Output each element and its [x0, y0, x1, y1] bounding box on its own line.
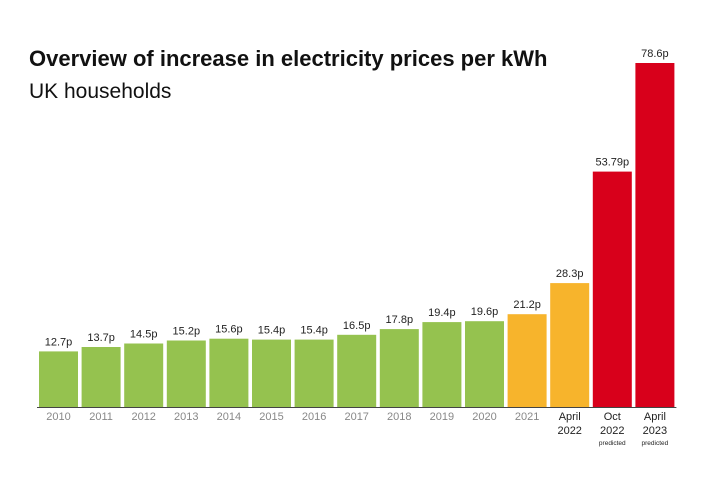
bar-2 [124, 343, 164, 407]
bar-8 [379, 329, 419, 407]
bars-group [39, 63, 675, 407]
chart-title: Overview of increase in electricity pric… [29, 46, 548, 71]
x-tick-label-13-0: Oct [604, 411, 621, 423]
value-label-5: 15.4p [258, 325, 286, 337]
value-label-7: 16.5p [343, 320, 371, 332]
x-tick-labels-group: 2010 2011 2012 2013 2014 2015 2016 2017 2018 2019… [46, 411, 668, 447]
x-tick-label-14-1: 2023 [643, 425, 667, 437]
x-tick-label-7-0: 2017 [344, 411, 368, 423]
x-tick-label-2-0: 2012 [131, 411, 155, 423]
bar-6 [294, 339, 334, 407]
x-tick-note-13: predicted [599, 440, 626, 447]
x-tick-label-12-1: 2022 [557, 425, 581, 437]
value-label-11: 21.2p [513, 299, 541, 311]
bar-7 [337, 334, 377, 407]
x-tick-label-10-0: 2020 [472, 411, 496, 423]
bar-12 [550, 283, 590, 407]
x-tick-label-12-0: April [559, 411, 581, 423]
x-tick-label-6-0: 2016 [302, 411, 326, 423]
bar-4 [209, 338, 249, 407]
bar-11 [507, 314, 547, 407]
value-labels-group: 12.7p 13.7p 14.5p 15.2p 15.6p 15.4p 15.4p 16.5p… [45, 48, 669, 348]
value-label-14: 78.6p [641, 48, 669, 60]
x-tick-label-14-0: April [644, 411, 666, 423]
x-tick-label-5-0: 2015 [259, 411, 283, 423]
chart-subtitle: UK households [29, 80, 172, 103]
bar-13 [592, 171, 632, 407]
bar-3 [166, 340, 206, 407]
bar-5 [252, 339, 291, 407]
x-tick-label-8-0: 2018 [387, 411, 411, 423]
value-label-3: 15.2p [173, 326, 201, 338]
bar-0 [39, 351, 78, 407]
value-label-8: 17.8p [386, 314, 414, 326]
bar-14 [635, 63, 675, 407]
value-label-1: 13.7p [87, 332, 115, 344]
x-tick-label-1-0: 2011 [89, 411, 113, 423]
bar-10 [465, 321, 504, 407]
x-tick-label-4-0: 2014 [217, 411, 241, 423]
x-tick-label-9-0: 2019 [430, 411, 454, 423]
value-label-2: 14.5p [130, 329, 158, 341]
value-label-10: 19.6p [471, 306, 499, 318]
bar-1 [81, 347, 121, 407]
x-tick-label-0-0: 2010 [46, 411, 70, 423]
bar-9 [422, 322, 462, 407]
value-label-9: 19.4p [428, 307, 456, 319]
value-label-13: 53.79p [595, 157, 629, 169]
x-tick-label-3-0: 2013 [174, 411, 198, 423]
value-label-12: 28.3p [556, 268, 584, 280]
x-tick-label-13-1: 2022 [600, 425, 624, 437]
x-tick-note-14: predicted [642, 440, 669, 447]
value-label-6: 15.4p [300, 325, 328, 337]
value-label-4: 15.6p [215, 324, 243, 336]
value-label-0: 12.7p [45, 336, 73, 348]
x-tick-label-11-0: 2021 [515, 411, 539, 423]
